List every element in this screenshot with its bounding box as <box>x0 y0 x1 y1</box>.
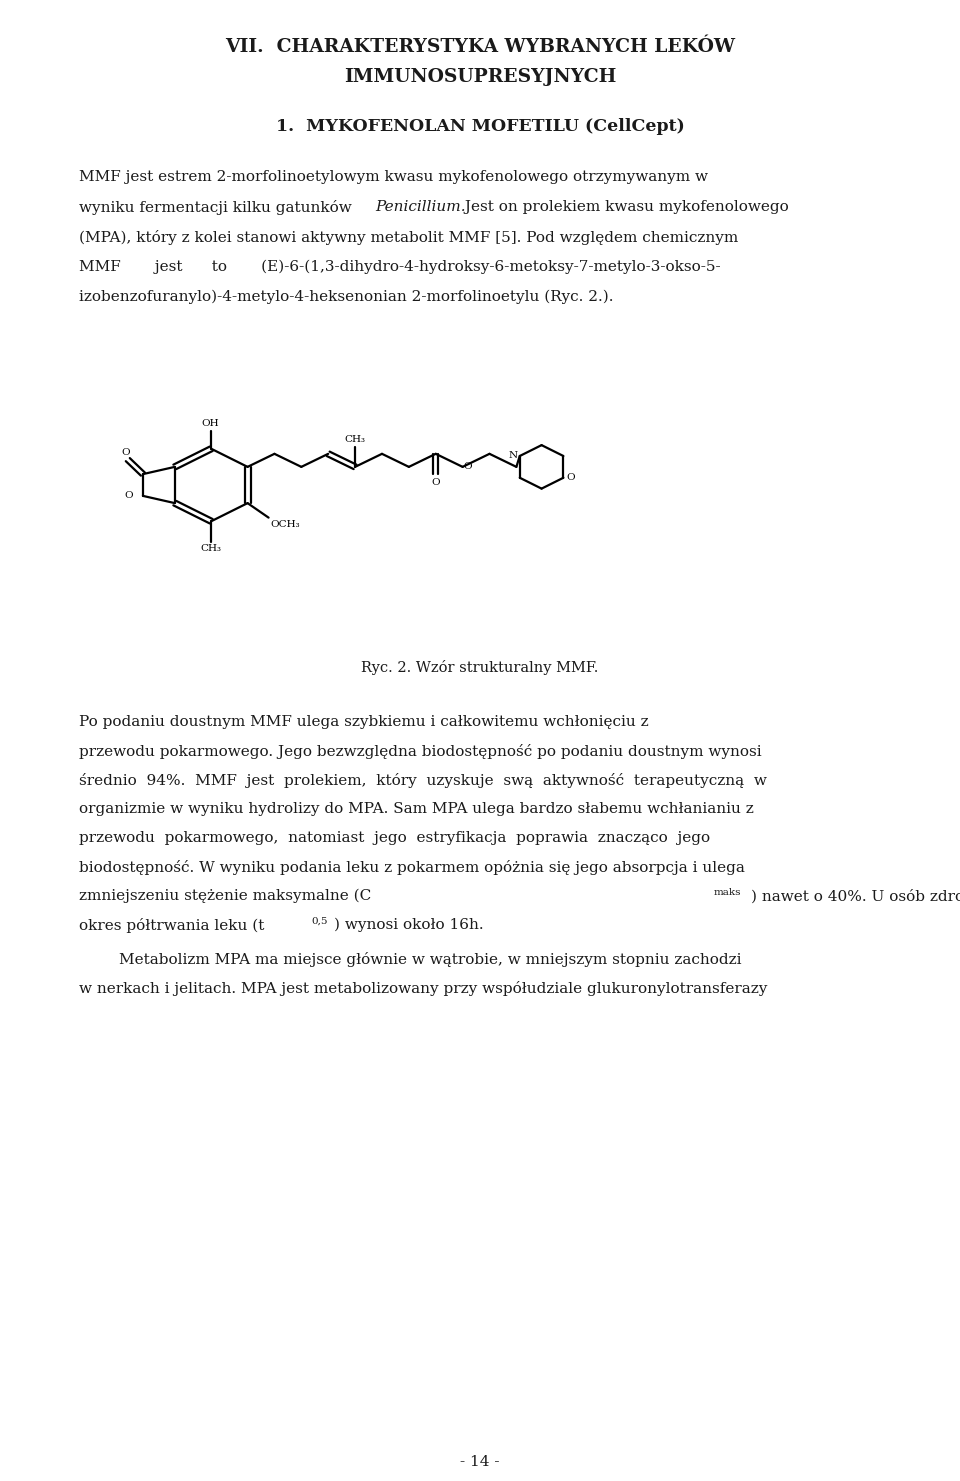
Text: biodostępność. W wyniku podania leku z pokarmem opóżnia się jego absorpcja i ule: biodostępność. W wyniku podania leku z p… <box>79 860 745 875</box>
Text: MMF       jest      to       (E)-6-(1,3-dihydro-4-hydroksy-6-metoksy-7-metylo-3-: MMF jest to (E)-6-(1,3-dihydro-4-hydroks… <box>79 261 721 274</box>
Text: izobenzofuranylo)-4-metylo-4-heksenonian 2-morfolinoetylu (Ryc. 2.).: izobenzofuranylo)-4-metylo-4-heksenonian… <box>79 290 613 305</box>
Text: 1.  MYKOFENOLAN MOFETILU (CellCept): 1. MYKOFENOLAN MOFETILU (CellCept) <box>276 118 684 135</box>
Text: maks: maks <box>714 889 741 897</box>
Text: O: O <box>565 474 574 483</box>
Text: O: O <box>431 478 440 487</box>
Text: OH: OH <box>202 419 219 428</box>
Text: MMF jest estrem 2-morfolinoetylowym kwasu mykofenolowego otrzymywanym w: MMF jest estrem 2-morfolinoetylowym kwas… <box>79 170 708 184</box>
Text: IMMUNOSUPRESYJNYCH: IMMUNOSUPRESYJNYCH <box>344 68 616 86</box>
Text: - 14 -: - 14 - <box>460 1454 500 1469</box>
Text: w nerkach i jelitach. MPA jest metabolizowany przy współudziale glukuronylotrans: w nerkach i jelitach. MPA jest metaboliz… <box>79 980 767 997</box>
Text: zmniejszeniu stężenie maksymalne (C: zmniejszeniu stężenie maksymalne (C <box>79 889 372 903</box>
Text: Po podaniu doustnym MMF ulega szybkiemu i całkowitemu wchłonięciu z: Po podaniu doustnym MMF ulega szybkiemu … <box>79 715 649 729</box>
Text: (MPA), który z kolei stanowi aktywny metabolit MMF [5]. Pod względem chemicznym: (MPA), który z kolei stanowi aktywny met… <box>79 230 738 244</box>
Text: przewodu  pokarmowego,  natomiast  jego  estryfikacja  poprawia  znacząco  jego: przewodu pokarmowego, natomiast jego est… <box>79 831 710 846</box>
Text: N: N <box>509 450 518 459</box>
Text: O: O <box>121 447 130 456</box>
Text: średnio  94%.  MMF  jest  prolekiem,  który  uzyskuje  swą  aktywność  terapeuty: średnio 94%. MMF jest prolekiem, który u… <box>79 773 767 788</box>
Text: Jest on prolekiem kwasu mykofenolowego: Jest on prolekiem kwasu mykofenolowego <box>460 200 789 213</box>
Text: CH₃: CH₃ <box>201 545 222 554</box>
Text: O: O <box>124 492 132 501</box>
Text: wyniku fermentacji kilku gatunków: wyniku fermentacji kilku gatunków <box>79 200 356 215</box>
Text: 0,5: 0,5 <box>311 917 327 926</box>
Text: Metabolizm MPA ma miejsce głównie w wątrobie, w mniejszym stopniu zachodzi: Metabolizm MPA ma miejsce głównie w wątr… <box>119 952 741 967</box>
Text: organizmie w wyniku hydrolizy do MPA. Sam MPA ulega bardzo słabemu wchłanianiu z: organizmie w wyniku hydrolizy do MPA. Sa… <box>79 803 754 816</box>
Text: ) wynosi około 16h.: ) wynosi około 16h. <box>334 918 484 933</box>
Text: CH₃: CH₃ <box>345 435 366 444</box>
Text: Penicillium.: Penicillium. <box>375 200 466 213</box>
Text: O: O <box>464 462 472 471</box>
Text: OCH₃: OCH₃ <box>271 520 300 529</box>
Text: okres półtrwania leku (t: okres półtrwania leku (t <box>79 918 264 933</box>
Text: przewodu pokarmowego. Jego bezwzględna biodostępność po podaniu doustnym wynosi: przewodu pokarmowego. Jego bezwzględna b… <box>79 743 761 758</box>
Text: VII.  CHARAKTERYSTYKA WYBRANYCH LEKÓW: VII. CHARAKTERYSTYKA WYBRANYCH LEKÓW <box>225 39 735 56</box>
Text: Ryc. 2. Wzór strukturalny MMF.: Ryc. 2. Wzór strukturalny MMF. <box>361 661 599 675</box>
Text: ) nawet o 40%. U osób zdrowych biologiczny: ) nawet o 40%. U osób zdrowych biologicz… <box>751 889 960 903</box>
